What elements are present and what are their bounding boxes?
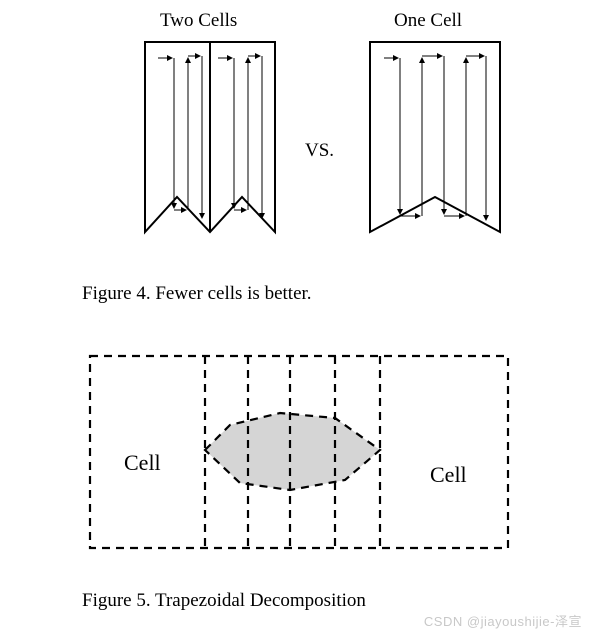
figure-5: Cell Cell Figure 5. Trapezoidal Decompos… <box>0 350 592 610</box>
one-cell-shape <box>370 42 500 232</box>
watermark: CSDN @jiayoushijie-泽宣 <box>424 611 582 630</box>
obstacle-fill <box>205 413 380 490</box>
fig5-caption: Figure 5. Trapezoidal Decomposition <box>82 590 592 612</box>
fig4-caption: Figure 4. Fewer cells is better. <box>82 283 592 305</box>
one-cell-arrows <box>384 56 486 220</box>
figure-4: Two Cells One Cell VS. <box>0 0 592 320</box>
cell-label-right: Cell <box>430 462 467 488</box>
fig4-svg <box>0 0 592 260</box>
fig5-svg <box>0 350 592 560</box>
two-cells-shape <box>145 42 275 232</box>
cell-label-left: Cell <box>124 450 161 476</box>
